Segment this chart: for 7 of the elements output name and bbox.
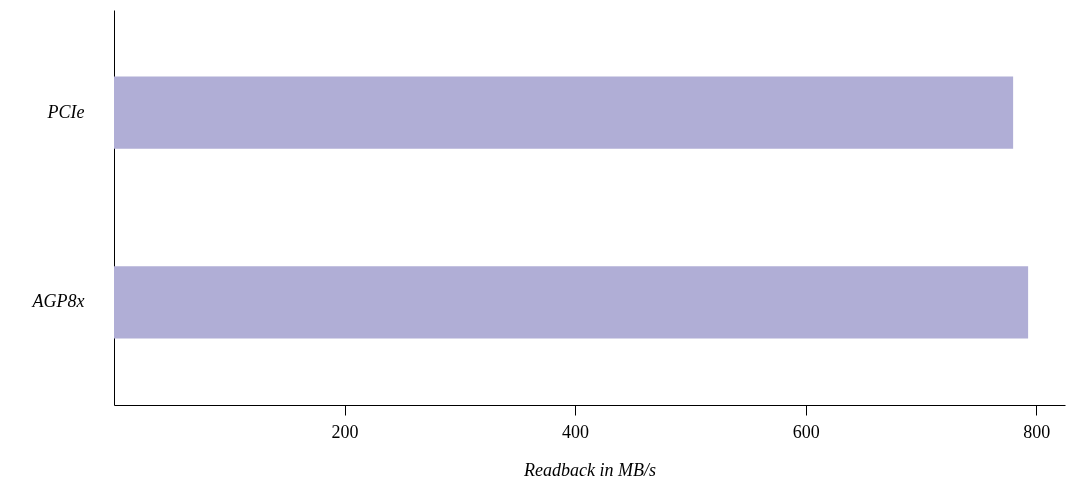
x-tick-label: 600 [792, 421, 820, 442]
x-axis-title: Readback in MB/s [523, 459, 656, 480]
x-tick-label: 800 [1023, 421, 1051, 442]
x-tick-label: 400 [562, 421, 590, 442]
y-tick-label: AGP8x [31, 291, 85, 312]
y-tick-label: PCIe [46, 101, 85, 122]
x-tick-label: 200 [331, 421, 359, 442]
